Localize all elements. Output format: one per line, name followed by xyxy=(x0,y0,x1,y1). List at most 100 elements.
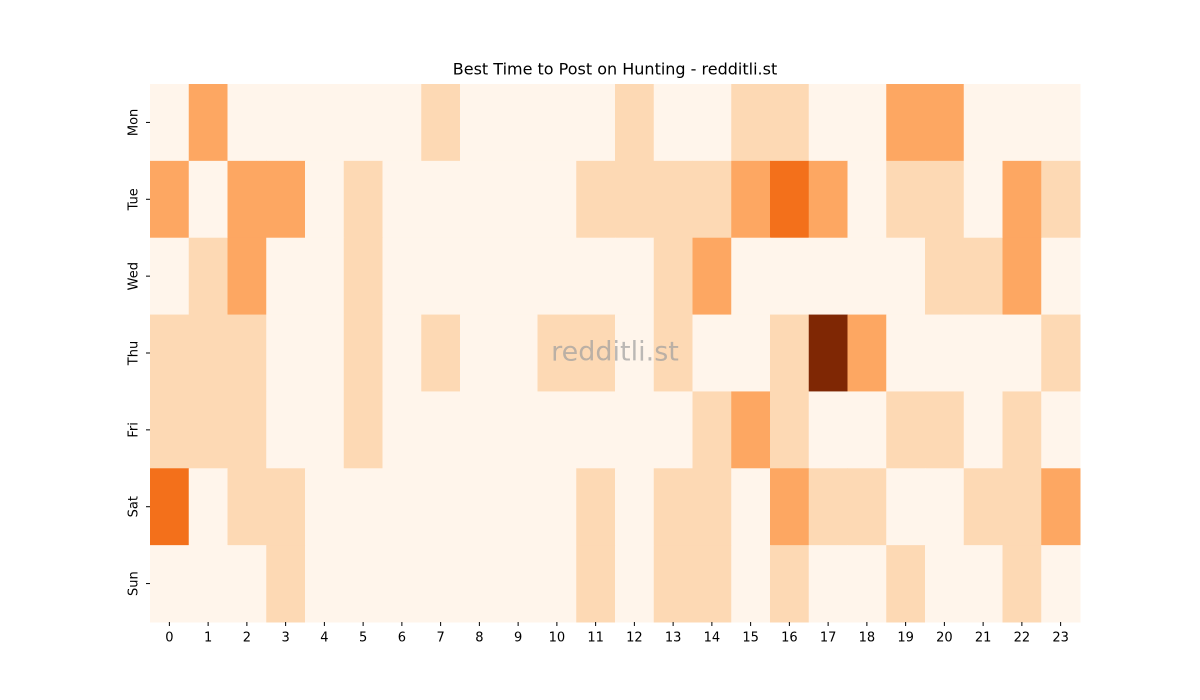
heat-cell xyxy=(886,468,926,546)
heat-cell xyxy=(305,160,345,239)
heat-cell xyxy=(343,160,383,239)
x-tick-label: 13 xyxy=(665,631,682,646)
heat-cell xyxy=(770,468,810,546)
x-tick-label: 17 xyxy=(820,631,837,646)
heat-cell xyxy=(1041,391,1081,469)
heat-cell xyxy=(266,545,306,623)
heat-cell xyxy=(305,545,345,623)
heat-cell xyxy=(460,84,500,162)
heat-cell xyxy=(925,468,965,546)
heat-cell xyxy=(847,160,887,239)
heat-cell xyxy=(421,545,461,623)
heat-cell xyxy=(886,314,926,392)
heat-cell xyxy=(343,545,383,623)
heat-cell xyxy=(770,237,810,316)
heat-cell xyxy=(498,237,538,316)
heat-cell xyxy=(731,84,771,162)
heat-cell xyxy=(343,391,383,469)
heat-cell xyxy=(576,237,616,316)
heat-cell xyxy=(963,391,1003,469)
heat-cell xyxy=(421,237,461,316)
heat-cell xyxy=(150,84,190,162)
heat-cell xyxy=(266,237,306,316)
heat-cell xyxy=(537,468,577,546)
heat-cell xyxy=(1002,237,1042,316)
heat-cell xyxy=(731,391,771,469)
heat-cell xyxy=(886,545,926,623)
x-tick-label: 15 xyxy=(742,631,759,646)
heat-cell xyxy=(305,84,345,162)
y-tick-label: Sun xyxy=(127,571,142,596)
heat-cell xyxy=(537,391,577,469)
y-tick-label: Fri xyxy=(127,422,142,438)
heat-cell xyxy=(498,545,538,623)
heat-cell xyxy=(460,468,500,546)
heat-cell xyxy=(925,84,965,162)
heat-cell xyxy=(305,314,345,392)
heat-cell xyxy=(1002,84,1042,162)
heat-cell xyxy=(227,84,267,162)
heat-cell xyxy=(382,160,422,239)
heat-cell xyxy=(460,545,500,623)
heat-cell xyxy=(731,468,771,546)
heat-cell xyxy=(188,160,228,239)
heat-cell xyxy=(770,545,810,623)
heat-cell xyxy=(963,314,1003,392)
watermark: redditli.st xyxy=(551,337,679,368)
heat-cell xyxy=(150,545,190,623)
heat-cell xyxy=(227,160,267,239)
x-tick-label: 22 xyxy=(1014,631,1031,646)
heat-cell xyxy=(266,391,306,469)
heat-cell xyxy=(1041,237,1081,316)
heat-cell xyxy=(188,468,228,546)
heat-cell xyxy=(615,84,655,162)
heat-cell xyxy=(808,84,848,162)
heat-cell xyxy=(653,237,693,316)
x-tick-label: 7 xyxy=(436,631,444,646)
heat-cell xyxy=(498,391,538,469)
x-tick-label: 9 xyxy=(514,631,522,646)
heat-cell xyxy=(770,314,810,392)
heat-cell xyxy=(150,160,190,239)
heat-cell xyxy=(808,468,848,546)
heat-cell xyxy=(498,84,538,162)
heat-cell xyxy=(150,314,190,392)
heat-cell xyxy=(615,468,655,546)
heat-cell xyxy=(537,237,577,316)
heat-cell xyxy=(227,237,267,316)
heat-cell xyxy=(731,545,771,623)
heat-cell xyxy=(847,545,887,623)
heat-cell xyxy=(886,391,926,469)
heat-cell xyxy=(188,237,228,316)
heat-cell xyxy=(808,314,848,392)
heat-cell xyxy=(1002,314,1042,392)
y-tick-label: Wed xyxy=(127,262,142,290)
heat-cell xyxy=(692,468,732,546)
heat-cell xyxy=(537,84,577,162)
heat-cell xyxy=(963,468,1003,546)
x-tick-label: 3 xyxy=(281,631,289,646)
heat-cell xyxy=(537,314,577,392)
heat-cell xyxy=(227,391,267,469)
x-tick-label: 11 xyxy=(587,631,604,646)
heat-cell xyxy=(770,160,810,239)
x-tick-label: 19 xyxy=(897,631,914,646)
heat-cell xyxy=(886,237,926,316)
heat-cell xyxy=(150,237,190,316)
heat-cell xyxy=(576,314,616,392)
y-tick-label: Tue xyxy=(127,188,142,211)
heat-cell xyxy=(1041,468,1081,546)
heat-cell xyxy=(460,237,500,316)
x-tick-label: 18 xyxy=(859,631,876,646)
heat-cell xyxy=(925,314,965,392)
heat-cell xyxy=(886,84,926,162)
x-tick-label: 4 xyxy=(320,631,328,646)
x-tick-label: 14 xyxy=(704,631,721,646)
heat-cell xyxy=(1002,468,1042,546)
heat-cell xyxy=(421,468,461,546)
heat-cell xyxy=(188,314,228,392)
y-tick-label: Mon xyxy=(127,109,142,136)
x-tick-label: 21 xyxy=(975,631,992,646)
heat-cell xyxy=(1002,545,1042,623)
heat-cell xyxy=(963,237,1003,316)
